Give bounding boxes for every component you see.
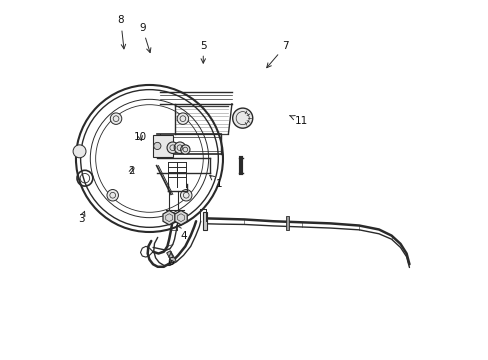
Circle shape [110, 113, 122, 125]
Text: 5: 5 [200, 41, 206, 63]
Polygon shape [163, 211, 175, 225]
Bar [285, 216, 288, 230]
Circle shape [174, 142, 185, 153]
Circle shape [167, 142, 178, 153]
Bar [166, 251, 176, 263]
Text: 7: 7 [266, 41, 288, 68]
Text: 6: 6 [167, 252, 174, 267]
Circle shape [73, 145, 86, 158]
Circle shape [232, 108, 252, 128]
Circle shape [153, 142, 161, 149]
Polygon shape [174, 211, 187, 225]
Circle shape [180, 145, 190, 154]
Text: 11: 11 [289, 116, 308, 126]
Text: 2: 2 [128, 166, 135, 176]
Text: 1: 1 [209, 175, 222, 189]
Bar [203, 212, 207, 230]
Text: 10: 10 [134, 132, 147, 142]
Circle shape [107, 189, 118, 201]
Bar [153, 135, 172, 157]
Text: 8: 8 [117, 15, 125, 49]
Text: 9: 9 [139, 23, 151, 53]
Circle shape [177, 113, 188, 125]
Text: 4: 4 [176, 225, 186, 240]
Text: 3: 3 [78, 211, 85, 224]
Circle shape [180, 189, 192, 201]
